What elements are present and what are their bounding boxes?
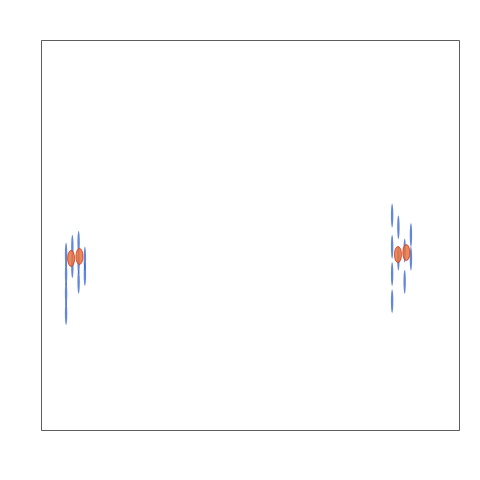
ellipse-point xyxy=(403,245,410,261)
top-frame xyxy=(42,40,460,41)
streak-point xyxy=(391,204,393,228)
marks xyxy=(65,204,412,326)
right-frame xyxy=(459,41,460,431)
series xyxy=(68,245,410,267)
chart xyxy=(0,0,480,480)
ellipse-point xyxy=(68,250,75,266)
streak-point xyxy=(391,262,393,286)
top-frame-line xyxy=(42,40,460,41)
streak-point xyxy=(65,243,67,267)
x-axis xyxy=(42,430,460,431)
ellipse-point xyxy=(76,248,83,264)
y-axis-line xyxy=(41,41,42,431)
streak-point xyxy=(403,270,405,294)
series xyxy=(65,204,412,326)
streak-point xyxy=(84,246,86,270)
streak-point xyxy=(410,223,412,247)
streak-point xyxy=(391,235,393,259)
plot-area xyxy=(42,41,460,431)
y-axis xyxy=(41,41,42,431)
streak-point xyxy=(397,215,399,239)
streak-point xyxy=(391,289,393,313)
streak-point xyxy=(410,246,412,270)
right-frame-line xyxy=(459,41,460,431)
x-axis-line xyxy=(42,430,460,431)
ellipse-point xyxy=(394,247,401,263)
